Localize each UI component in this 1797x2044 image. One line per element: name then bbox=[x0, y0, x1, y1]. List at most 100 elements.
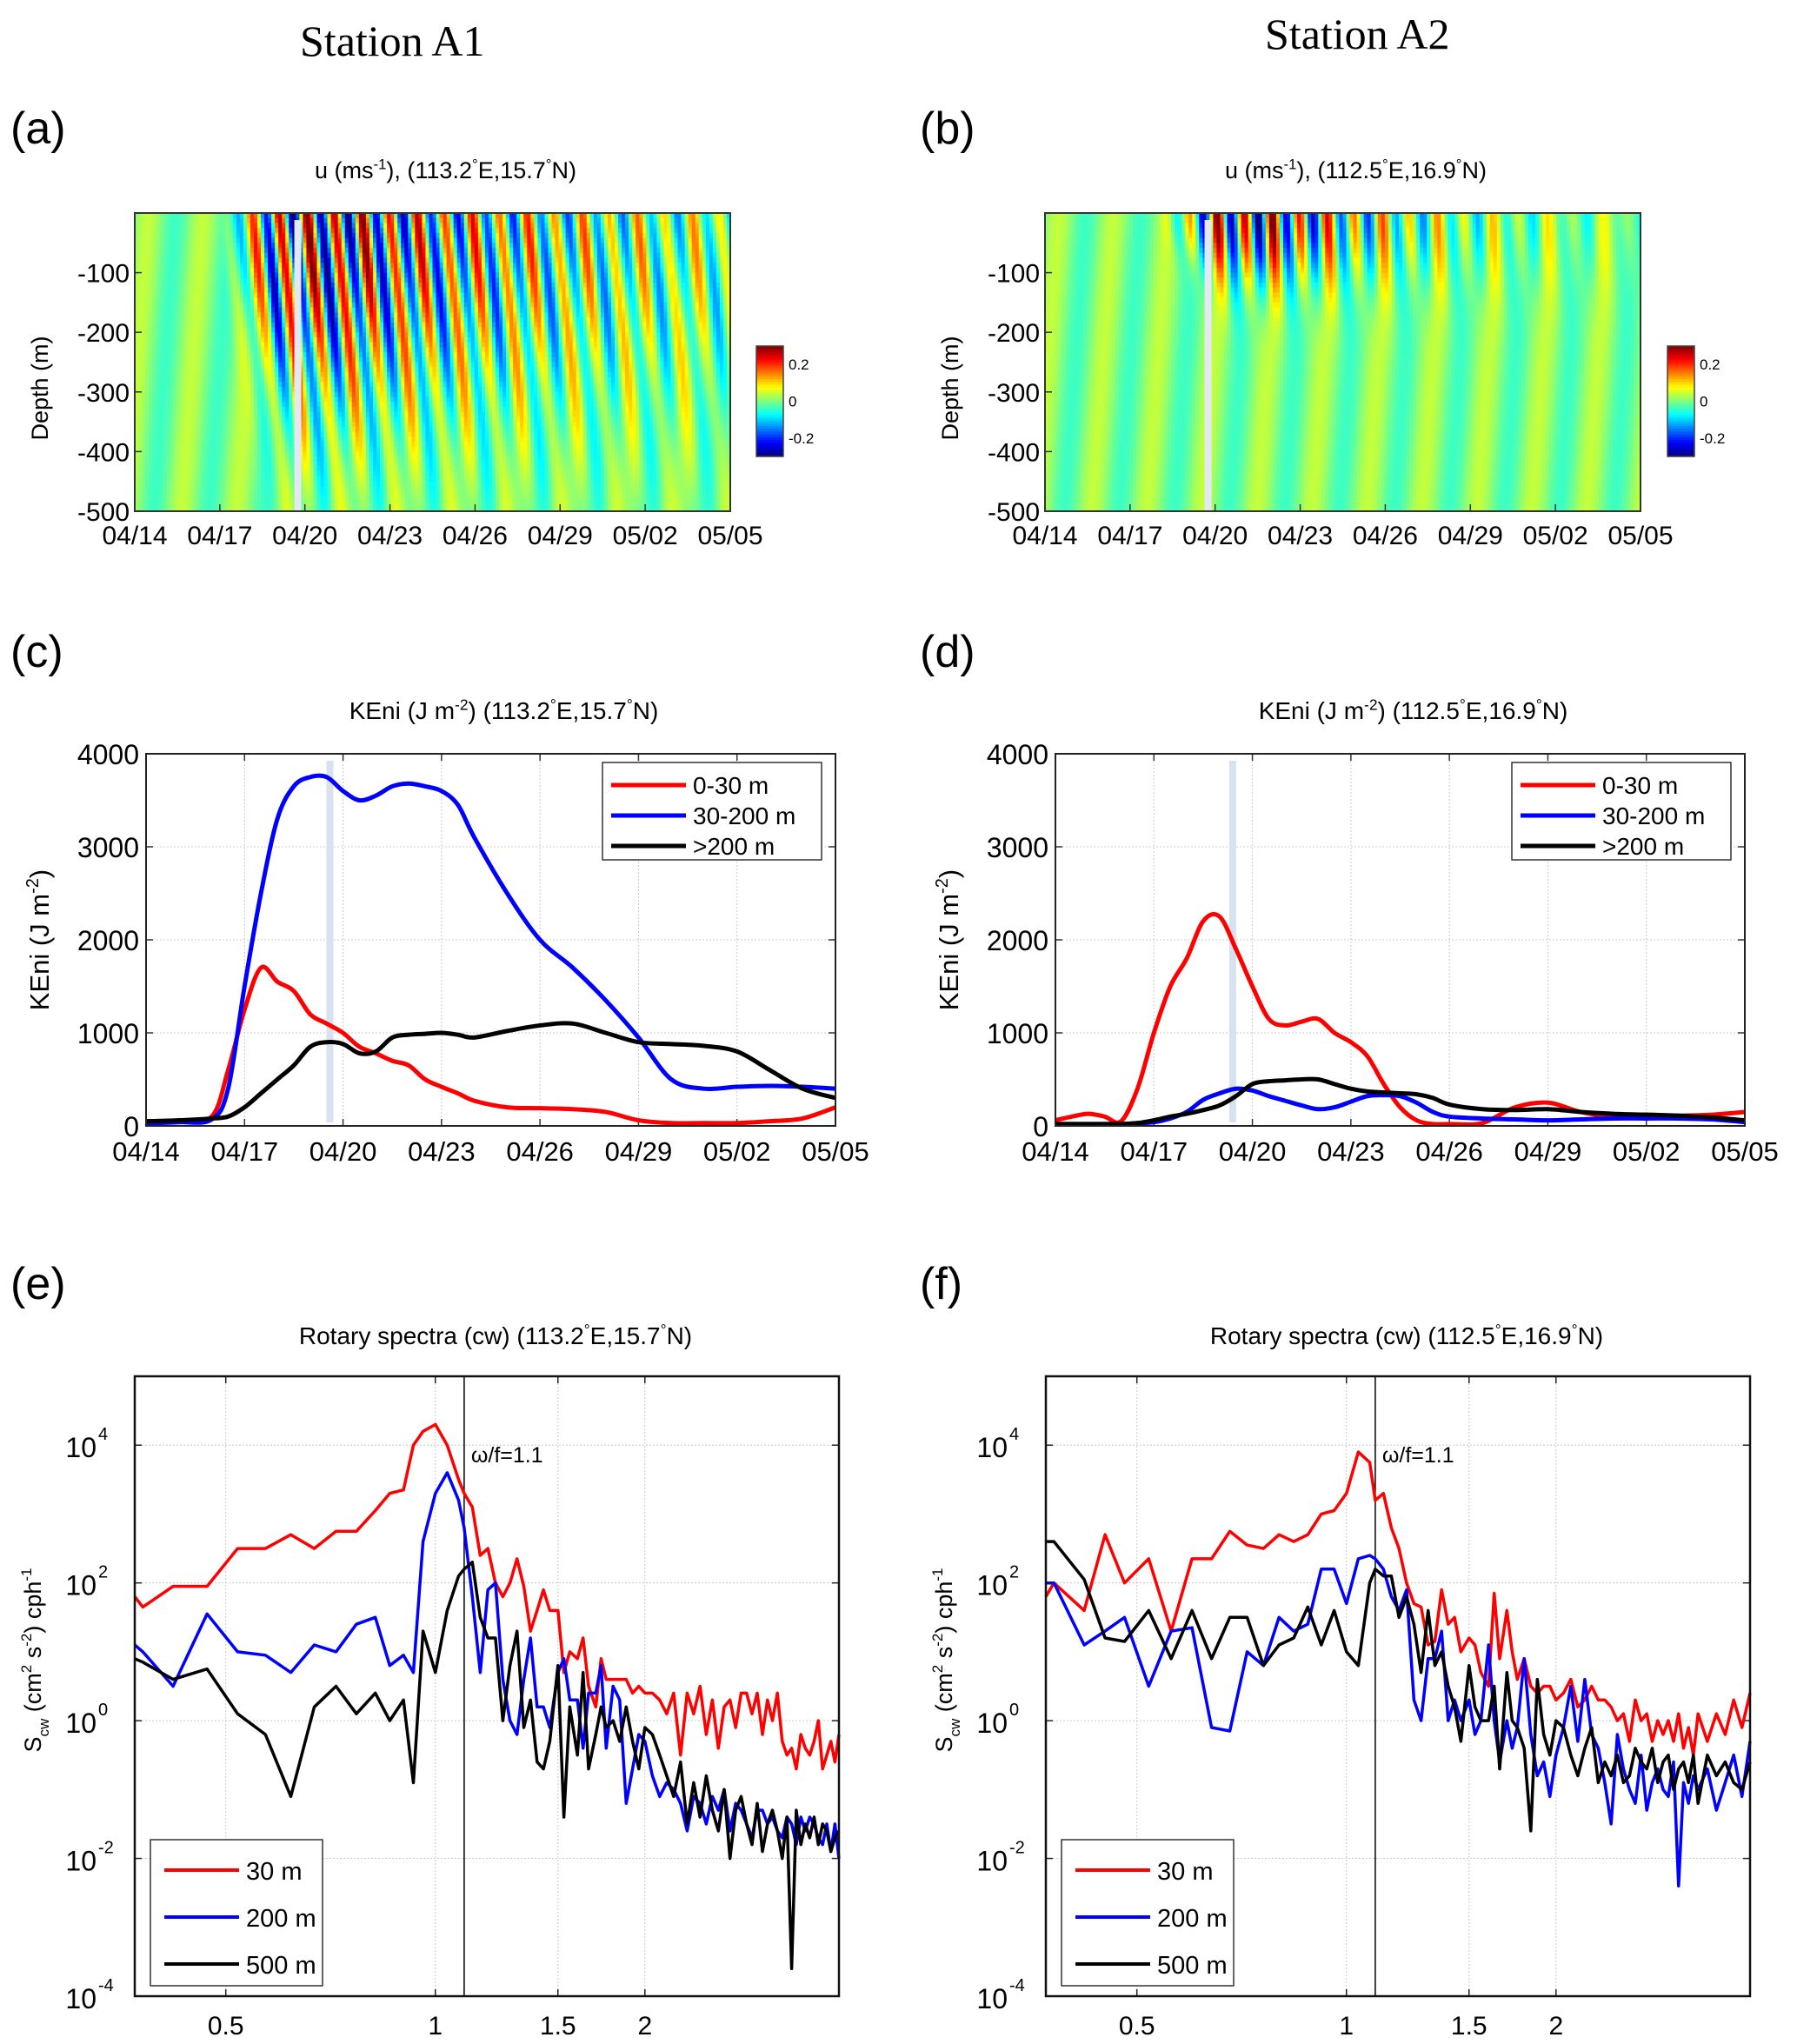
y-tick-label: -300 bbox=[988, 379, 1040, 408]
y-tick-exponent: -4 bbox=[98, 1976, 114, 1995]
y-tick-label: -300 bbox=[77, 379, 130, 408]
y-tick-label: -200 bbox=[988, 319, 1040, 348]
y-tick-label: 1000 bbox=[987, 1018, 1048, 1049]
colorbar-tick-label: 0.2 bbox=[1700, 356, 1720, 373]
velocity-field bbox=[1045, 213, 1641, 512]
y-tick-exponent: 2 bbox=[98, 1563, 108, 1582]
legend-label: 500 m bbox=[1157, 1952, 1228, 1980]
x-tick-label: 0.5 bbox=[208, 2012, 244, 2041]
y-tick-label: 3000 bbox=[77, 832, 139, 863]
y-axis-label: Scw (cm2 s-2) cph-1 bbox=[18, 1568, 52, 1752]
y-tick-label: 10 bbox=[976, 1708, 1008, 1739]
y-tick-label: 0 bbox=[1033, 1111, 1048, 1142]
series-500m-line bbox=[134, 1561, 841, 1971]
series-200m-line bbox=[133, 1471, 841, 1859]
legend-label: 0-30 m bbox=[693, 772, 769, 799]
chart-title: u (ms-1), (112.5°E,16.9°N) bbox=[1225, 156, 1487, 183]
series-30-200m-line bbox=[145, 773, 836, 1126]
x-tick-label: 2 bbox=[1548, 2012, 1563, 2041]
reference-annotation: ω/f=1.1 bbox=[1382, 1443, 1454, 1468]
y-tick-label: -200 bbox=[77, 319, 130, 348]
x-tick-label: 05/02 bbox=[1613, 1136, 1681, 1167]
series-0-30m-line bbox=[145, 964, 836, 1126]
series-200m-line bbox=[1046, 1554, 1752, 1888]
y-axis-label: Depth (m) bbox=[27, 336, 53, 440]
colorbar: 0.2 0 -0.2 bbox=[1667, 345, 1725, 457]
chart-title: KEni (J m-2) (112.5°E,16.9°N) bbox=[1259, 696, 1568, 724]
x-tick-label: 04/26 bbox=[1415, 1136, 1483, 1167]
y-tick-exponent: 0 bbox=[98, 1701, 108, 1720]
plot-frame bbox=[1044, 1375, 1752, 1998]
x-tick-label: 04/26 bbox=[443, 522, 508, 550]
x-tick-label: 04/14 bbox=[112, 1136, 180, 1167]
panel-label-a: (a) bbox=[10, 103, 66, 155]
x-tick-label: 04/23 bbox=[1317, 1136, 1385, 1167]
x-tick-label: 1 bbox=[428, 2012, 443, 2041]
x-tick-label: 0.5 bbox=[1119, 2012, 1155, 2041]
x-tick-label: 04/17 bbox=[1120, 1136, 1188, 1167]
y-tick-label: -500 bbox=[77, 498, 130, 527]
panel-label-c: (c) bbox=[10, 626, 63, 678]
colorbar-frame bbox=[1667, 345, 1695, 457]
y-tick-label: 2000 bbox=[77, 925, 139, 956]
y-tick-label: 4000 bbox=[987, 739, 1048, 770]
x-tick-label: 05/02 bbox=[613, 522, 678, 550]
y-tick-label: -400 bbox=[77, 438, 130, 467]
chart-panel-e: Rotary spectra (cw) (113.2°E,15.7°N) 0.5 1… bbox=[18, 1321, 841, 2041]
y-axis-label: Depth (m) bbox=[937, 336, 963, 440]
y-tick-label: 2000 bbox=[987, 925, 1048, 956]
series-gt200m-line bbox=[1055, 1076, 1746, 1127]
panel-label-f: (f) bbox=[920, 1258, 962, 1310]
x-tick-label: 2 bbox=[637, 2012, 652, 2041]
legend: 0-30 m 30-200 m >200 m bbox=[602, 762, 822, 861]
y-tick-label: 10 bbox=[976, 1983, 1008, 2014]
x-tick-label: 05/02 bbox=[703, 1136, 771, 1167]
chart-title: Rotary spectra (cw) (113.2°E,15.7°N) bbox=[299, 1321, 692, 1349]
colorbar-tick-label: 0 bbox=[1700, 394, 1707, 410]
chart-panel-a: u (ms-1), (113.2°E,15.7°N) 04/14 04/17 04/2… bbox=[27, 156, 814, 550]
legend-label: >200 m bbox=[693, 833, 775, 860]
chart-title: Rotary spectra (cw) (112.5°E,16.9°N) bbox=[1210, 1321, 1603, 1349]
x-tick-label: 04/29 bbox=[1438, 522, 1503, 550]
velocity-field bbox=[135, 213, 731, 512]
colorbar-tick-label: -0.2 bbox=[789, 430, 814, 447]
series-30m-line bbox=[1044, 1450, 1752, 1757]
x-tick-label: 04/23 bbox=[408, 1136, 476, 1167]
x-tick-label: 04/14 bbox=[1012, 522, 1077, 550]
legend-label: >200 m bbox=[1602, 833, 1684, 860]
y-tick-label: 1000 bbox=[77, 1018, 139, 1049]
event-marker bbox=[294, 220, 302, 511]
x-tick-label: 1.5 bbox=[540, 2012, 576, 2041]
plot-frame bbox=[134, 212, 731, 512]
legend-label: 30-200 m bbox=[693, 802, 795, 829]
y-tick-label: 10 bbox=[65, 1432, 97, 1463]
panel-label-b: (b) bbox=[920, 103, 975, 155]
x-tick-label: 04/26 bbox=[1353, 522, 1418, 550]
x-tick-label: 04/29 bbox=[1514, 1136, 1582, 1167]
y-tick-label: 0 bbox=[123, 1111, 139, 1142]
colorbar-frame bbox=[755, 345, 784, 457]
event-marker bbox=[1204, 220, 1212, 511]
y-tick-label: -100 bbox=[988, 260, 1040, 289]
chart-title: KEni (J m-2) (113.2°E,15.7°N) bbox=[349, 696, 659, 724]
y-tick-exponent: -2 bbox=[98, 1839, 114, 1858]
y-tick-exponent: 4 bbox=[1009, 1425, 1019, 1444]
y-tick-label: -400 bbox=[988, 438, 1040, 467]
legend-label: 500 m bbox=[246, 1952, 316, 1980]
x-tick-label: 05/05 bbox=[1607, 522, 1673, 550]
x-tick-label: 04/20 bbox=[1219, 1136, 1287, 1167]
colorbar-tick-label: 0 bbox=[789, 394, 796, 410]
x-tick-label: 04/23 bbox=[1268, 522, 1333, 550]
chart-panel-b: u (ms-1), (112.5°E,16.9°N) 04/14 04/17 04/2… bbox=[937, 156, 1725, 550]
plot-frame bbox=[145, 753, 836, 1127]
x-tick-label: 04/17 bbox=[210, 1136, 278, 1167]
y-tick-label: 10 bbox=[65, 1983, 97, 2014]
legend: 0-30 m 30-200 m >200 m bbox=[1511, 762, 1732, 861]
legend-label: 0-30 m bbox=[1602, 772, 1678, 799]
x-tick-label: 05/02 bbox=[1523, 522, 1588, 550]
y-tick-exponent: 4 bbox=[98, 1425, 108, 1444]
legend-box bbox=[150, 1839, 323, 1987]
x-tick-label: 05/05 bbox=[1711, 1136, 1779, 1167]
y-tick-label: -500 bbox=[988, 498, 1040, 527]
x-tick-label: 1 bbox=[1339, 2012, 1354, 2041]
